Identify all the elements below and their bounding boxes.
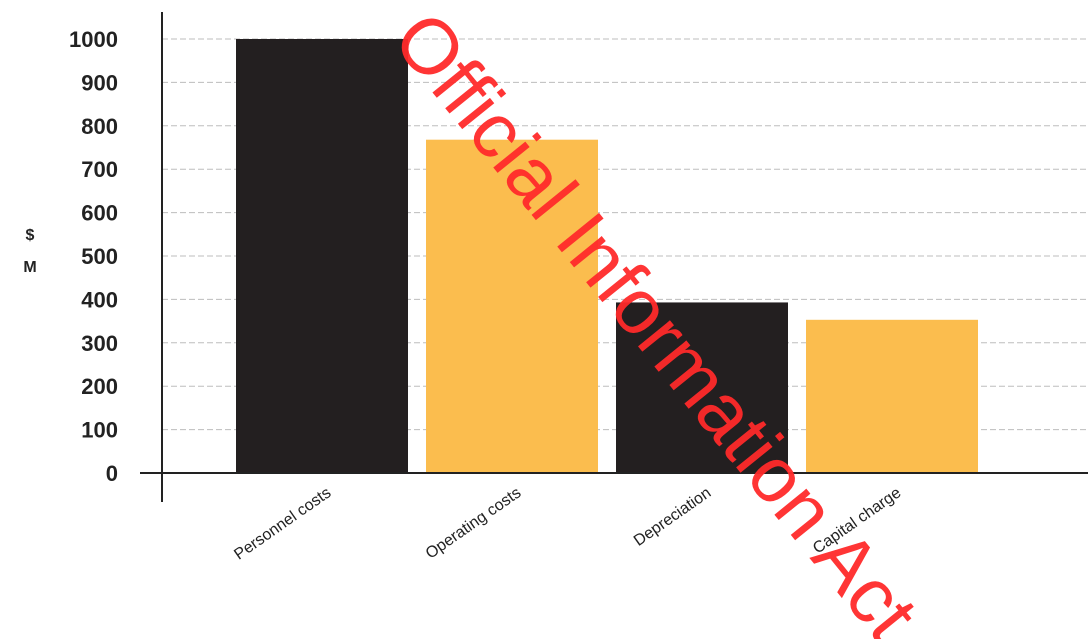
y-tick-label: 0 bbox=[106, 461, 118, 486]
y-tick-label: 100 bbox=[81, 418, 118, 443]
category-label: Operating costs bbox=[423, 484, 525, 562]
y-tick-label: 400 bbox=[81, 287, 118, 312]
y-tick-label: 1000 bbox=[69, 27, 118, 52]
y-axis-label-line-1: $ bbox=[26, 227, 35, 244]
y-tick-label: 700 bbox=[81, 157, 118, 182]
bars bbox=[236, 39, 978, 474]
y-tick-label: 200 bbox=[81, 374, 118, 399]
y-tick-label: 600 bbox=[81, 201, 118, 226]
category-label: Depreciation bbox=[631, 484, 714, 549]
bar-operating-costs bbox=[426, 139, 598, 474]
bar-personnel-costs bbox=[236, 39, 408, 473]
bar-capital-charge bbox=[806, 319, 978, 473]
bar-depreciation bbox=[616, 302, 788, 473]
y-tick-labels: 0 100 200 300 400 500 600 700 800 900 1000 bbox=[69, 27, 118, 486]
y-tick-label: 500 bbox=[81, 244, 118, 269]
y-tick-label: 300 bbox=[81, 331, 118, 356]
category-label: Personnel costs bbox=[231, 484, 334, 563]
y-tick-label: 900 bbox=[81, 70, 118, 95]
y-tick-label: 800 bbox=[81, 114, 118, 139]
y-axis-label-line-2: M bbox=[23, 259, 36, 276]
